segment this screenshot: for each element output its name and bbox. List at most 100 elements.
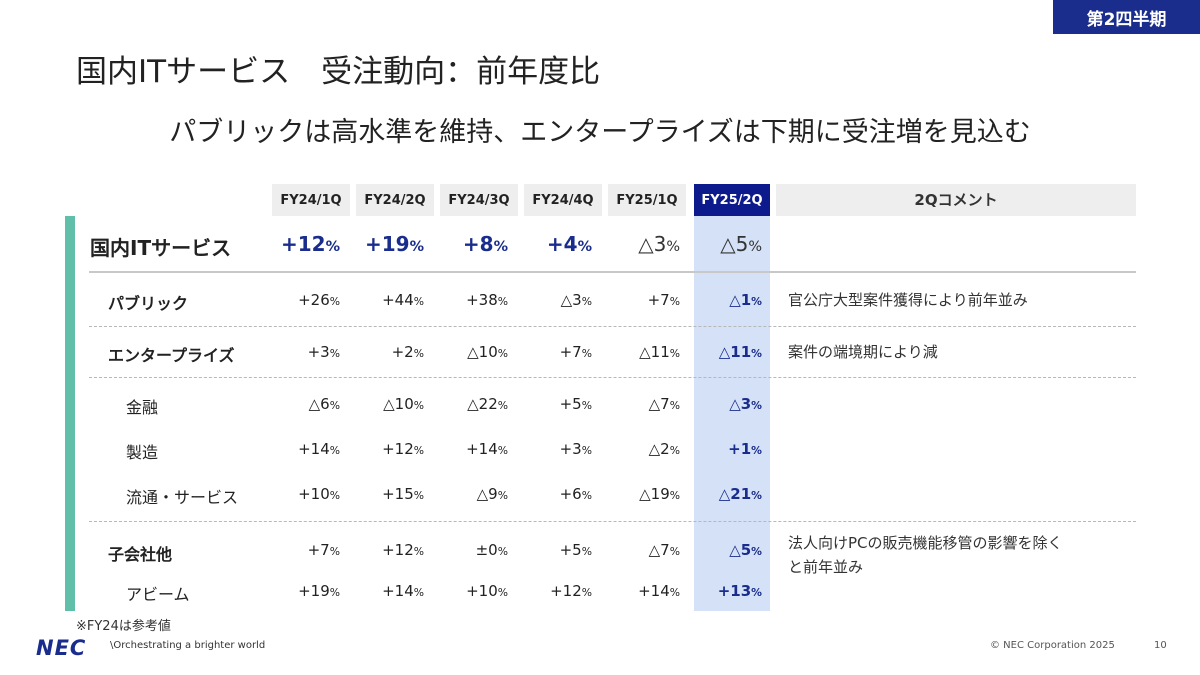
table-cell: +7%: [264, 541, 340, 559]
column-header-current: FY25/2Q: [694, 184, 770, 216]
cell-value: △9: [476, 485, 498, 503]
tagline: \Orchestrating a brighter world: [110, 640, 266, 651]
cell-unit: %: [329, 295, 340, 308]
cell-unit: %: [669, 347, 680, 360]
copyright: © NEC Corporation 2025: [990, 640, 1115, 651]
table-cell: +4%: [516, 232, 592, 256]
cell-unit: %: [669, 399, 680, 412]
nec-logo: NEC: [36, 636, 87, 660]
table-cell: +14%: [348, 582, 424, 600]
table-cell: △5%: [686, 232, 762, 256]
table-cell: +7%: [516, 343, 592, 361]
cell-unit: %: [413, 586, 424, 599]
table-cell: +12%: [348, 541, 424, 559]
page-title: 国内ITサービス 受注動向：前年度比: [76, 54, 601, 90]
column-header: FY24/4Q: [524, 184, 602, 216]
cell-unit: %: [751, 399, 762, 412]
table-cell: +19%: [348, 232, 424, 256]
cell-unit: %: [581, 399, 592, 412]
cell-unit: %: [409, 239, 424, 255]
column-header: FY24/1Q: [272, 184, 350, 216]
cell-unit: %: [581, 444, 592, 457]
cell-value: △5: [720, 232, 749, 256]
comment-enterprise: 案件の端境期により減: [788, 343, 938, 361]
row-label-subsidiaries: 子会社他: [108, 545, 173, 564]
row-label-abeam: アビーム: [126, 585, 190, 604]
cell-unit: %: [751, 586, 762, 599]
cell-unit: %: [581, 545, 592, 558]
cell-value: +13: [717, 582, 752, 600]
table-cell: +10%: [264, 485, 340, 503]
table-cell: △19%: [604, 485, 680, 503]
table-cell: △7%: [604, 541, 680, 559]
cell-unit: %: [666, 239, 680, 255]
cell-unit: %: [497, 295, 508, 308]
table-cell: △1%: [686, 291, 762, 309]
table-cell: +15%: [348, 485, 424, 503]
cell-value: ±0: [475, 541, 498, 559]
cell-value: +3: [559, 440, 582, 458]
cell-value: △7: [648, 395, 670, 413]
cell-value: △1: [729, 291, 752, 309]
cell-value: +14: [466, 440, 498, 458]
section-accent-bar: [65, 216, 75, 611]
cell-value: △10: [467, 343, 498, 361]
table-cell: △7%: [604, 395, 680, 413]
cell-unit: %: [329, 444, 340, 457]
cell-unit: %: [669, 295, 680, 308]
cell-unit: %: [669, 489, 680, 502]
column-header: FY25/1Q: [608, 184, 686, 216]
cell-unit: %: [669, 444, 680, 457]
cell-unit: %: [413, 444, 424, 457]
comment-public: 官公庁大型案件獲得により前年並み: [788, 291, 1028, 309]
cell-value: +15: [382, 485, 414, 503]
cell-value: +12: [382, 541, 414, 559]
cell-value: +5: [559, 541, 582, 559]
cell-unit: %: [413, 347, 424, 360]
cell-value: +14: [298, 440, 330, 458]
cell-value: +14: [638, 582, 670, 600]
cell-unit: %: [497, 545, 508, 558]
cell-unit: %: [413, 489, 424, 502]
page-number: 10: [1154, 640, 1167, 651]
cell-value: △3: [560, 291, 582, 309]
table-cell: +12%: [516, 582, 592, 600]
table-cell: +14%: [432, 440, 508, 458]
cell-unit: %: [413, 295, 424, 308]
cell-value: +19: [298, 582, 330, 600]
table-cell: +5%: [516, 395, 592, 413]
comment-header: 2Qコメント: [776, 184, 1136, 216]
footnote: ※FY24は参考値: [76, 619, 171, 634]
table-divider: [89, 521, 1136, 522]
table-cell: +14%: [604, 582, 680, 600]
table-cell: +7%: [604, 291, 680, 309]
cell-unit: %: [497, 444, 508, 457]
table-cell: △11%: [686, 343, 762, 361]
table-cell: +2%: [348, 343, 424, 361]
cell-value: △21: [718, 485, 752, 503]
row-label-distribution: 流通・サービス: [126, 488, 239, 507]
row-label-domestic-it: 国内ITサービス: [90, 236, 232, 260]
cell-value: +14: [382, 582, 414, 600]
table-cell: +5%: [516, 541, 592, 559]
cell-value: △10: [383, 395, 414, 413]
cell-value: △11: [718, 343, 752, 361]
table-cell: +1%: [686, 440, 762, 458]
table-cell: +44%: [348, 291, 424, 309]
table-cell: +26%: [264, 291, 340, 309]
cell-unit: %: [751, 295, 762, 308]
comment-subsidiaries: 法人向けPCの販売機能移管の影響を除く と前年並み: [788, 531, 1108, 579]
table-cell: △3%: [686, 395, 762, 413]
cell-unit: %: [413, 545, 424, 558]
table-cell: ±0%: [432, 541, 508, 559]
cell-value: +6: [559, 485, 582, 503]
cell-unit: %: [325, 239, 340, 255]
cell-value: +7: [559, 343, 582, 361]
page-subtitle: パブリックは高水準を維持、エンタープライズは下期に受注増を見込む: [169, 117, 1031, 148]
table-cell: △10%: [348, 395, 424, 413]
cell-value: +10: [466, 582, 498, 600]
table-cell: +19%: [264, 582, 340, 600]
column-header: FY24/3Q: [440, 184, 518, 216]
cell-value: +3: [307, 343, 330, 361]
cell-value: +44: [382, 291, 414, 309]
